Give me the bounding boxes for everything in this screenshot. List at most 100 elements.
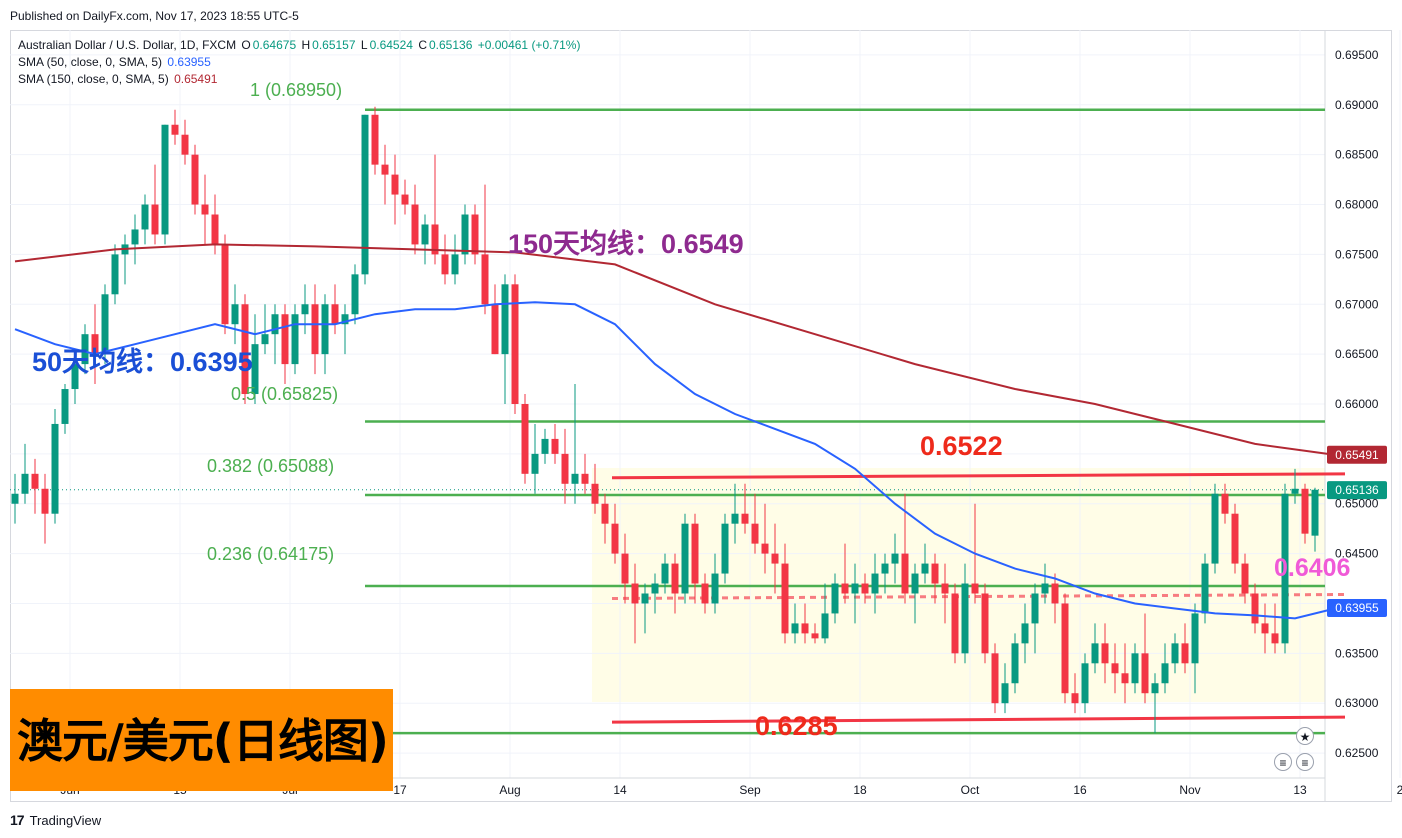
candle-body-125 xyxy=(1261,623,1269,634)
candle-body-78 xyxy=(791,623,799,634)
legend-sma150-row[interactable]: SMA (150, close, 0, SMA, 5) 0.65491 xyxy=(18,71,582,88)
candle-body-13 xyxy=(141,204,149,230)
candle-body-127 xyxy=(1281,493,1289,644)
price-tag-bg-2 xyxy=(1327,598,1387,617)
candle-body-95 xyxy=(961,583,969,654)
price-axis[interactable]: 0.69500 0.69000 0.68500 0.68000 0.67500 0.670… xyxy=(1335,48,1379,760)
brand-name[interactable]: TradingView xyxy=(29,812,102,828)
x-tick-10: Nov xyxy=(1179,783,1200,797)
legend-sma50-row[interactable]: SMA (50, close, 0, SMA, 5) 0.63955 xyxy=(18,54,582,71)
y-tick-14: 0.62500 xyxy=(1335,746,1379,760)
candle-body-117 xyxy=(1181,643,1189,664)
fib-label-0-5: 0.5 (0.65825) xyxy=(231,384,339,404)
close-value: 0.65136 xyxy=(428,38,473,52)
candle-body-20 xyxy=(211,214,219,245)
candle-body-34 xyxy=(351,274,359,315)
candle-body-35 xyxy=(361,114,369,275)
candle-body-80 xyxy=(811,633,819,639)
candle-body-64 xyxy=(651,583,659,594)
tradingview-logo-icon[interactable]: 17 xyxy=(10,812,25,828)
candle-body-121 xyxy=(1221,493,1229,514)
candle-body-5 xyxy=(61,389,69,424)
candle-body-57 xyxy=(581,473,589,484)
sma50-value: 0.63955 xyxy=(167,55,211,69)
price-tag-bg-1 xyxy=(1327,481,1387,500)
candle-body-124 xyxy=(1251,593,1259,624)
candle-body-92 xyxy=(931,563,939,584)
candle-body-16 xyxy=(171,124,179,135)
price-tag-bg-0 xyxy=(1327,445,1387,464)
symbol-name[interactable]: Australian Dollar / U.S. Dollar, 1D, FXC… xyxy=(18,38,237,52)
candle-body-40 xyxy=(411,204,419,245)
x-tick-12: 2 xyxy=(1397,783,1402,797)
x-tick-3: 17 xyxy=(393,783,407,797)
candle-body-22 xyxy=(231,304,239,325)
candle-body-99 xyxy=(1001,683,1009,704)
us-flag-icon[interactable]: ≡ xyxy=(1274,753,1292,771)
x-tick-6: Sep xyxy=(739,783,761,797)
candle-body-90 xyxy=(911,573,919,594)
candle-body-129 xyxy=(1301,488,1309,534)
chart-frame xyxy=(10,30,1392,802)
candle-body-75 xyxy=(761,543,769,554)
footer: 17 TradingView xyxy=(10,812,101,828)
candle-body-26 xyxy=(271,314,279,335)
candle-body-43 xyxy=(441,254,449,275)
x-tick-9: 16 xyxy=(1073,783,1087,797)
candle-body-18 xyxy=(191,154,199,205)
candle-body-14 xyxy=(151,204,159,235)
us-flag-icon-2[interactable]: ≡ xyxy=(1296,753,1314,771)
candle-body-63 xyxy=(641,593,649,604)
candle-body-62 xyxy=(631,583,639,604)
candle-body-31 xyxy=(321,304,329,355)
candle-body-3 xyxy=(41,488,49,514)
candle-body-48 xyxy=(491,304,499,355)
candle-body-37 xyxy=(381,164,389,175)
x-tick-7: 18 xyxy=(853,783,867,797)
candle-body-25 xyxy=(261,334,269,345)
sma50-label: SMA (50, close, 0, SMA, 5) xyxy=(18,55,163,69)
candle-body-51 xyxy=(521,404,529,474)
candle-body-100 xyxy=(1011,643,1019,684)
candle-body-28 xyxy=(291,314,299,365)
candle-body-50 xyxy=(511,284,519,404)
candle-body-7 xyxy=(81,334,89,365)
candle-body-128 xyxy=(1291,488,1299,494)
candle-body-9 xyxy=(101,294,109,355)
legend-symbol-row: Australian Dollar / U.S. Dollar, 1D, FXC… xyxy=(18,37,582,54)
candle-body-93 xyxy=(941,583,949,594)
upper-line-annotation: 0.6522 xyxy=(920,431,1003,461)
y-tick-4: 0.67500 xyxy=(1335,247,1379,261)
candle-body-98 xyxy=(991,653,999,704)
candle-body-83 xyxy=(841,583,849,594)
open-label: O xyxy=(241,38,251,52)
candle-body-60 xyxy=(611,523,619,554)
y-tick-6: 0.66500 xyxy=(1335,347,1379,361)
y-tick-5: 0.67000 xyxy=(1335,297,1379,311)
candle-body-53 xyxy=(541,438,549,454)
candle-body-101 xyxy=(1021,623,1029,644)
candle-body-85 xyxy=(861,583,869,594)
x-tick-5: 14 xyxy=(613,783,627,797)
candle-body-113 xyxy=(1141,653,1149,694)
candle-body-6 xyxy=(71,364,79,390)
high-value: 0.65157 xyxy=(312,38,356,52)
candle-body-102 xyxy=(1031,593,1039,624)
candle-body-110 xyxy=(1111,663,1119,674)
candle-body-70 xyxy=(711,573,719,604)
au-flag-icon[interactable]: ★ xyxy=(1296,727,1314,745)
change-value: +0.00461 (+0.71%) xyxy=(477,38,581,52)
price-tags: 0.65491 0.65136 0.63955 xyxy=(1327,445,1387,617)
candle-body-55 xyxy=(561,453,569,484)
candle-body-36 xyxy=(371,114,379,165)
sma50-annotation: 50天均线：0.6395 xyxy=(32,347,253,377)
candle-body-58 xyxy=(591,483,599,504)
chart-title: 澳元/美元(日线图) xyxy=(17,714,389,768)
candle-body-112 xyxy=(1131,653,1139,684)
candle-body-96 xyxy=(971,583,979,594)
candle-body-12 xyxy=(131,229,139,245)
candle-body-88 xyxy=(891,553,899,564)
sma150-label: SMA (150, close, 0, SMA, 5) xyxy=(18,72,169,86)
candle-body-79 xyxy=(801,623,809,634)
